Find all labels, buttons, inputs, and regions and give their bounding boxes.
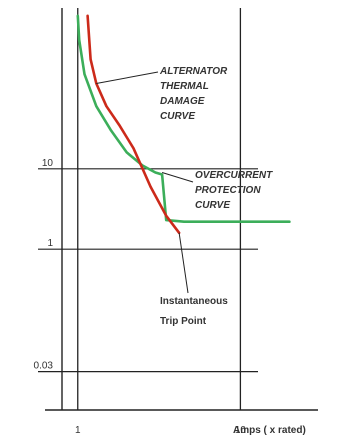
overcurrent-annotation-line-1: OVERCURRENT: [195, 170, 273, 181]
thermal-damage-annotation: ALTERNATOR THERMAL DAMAGE CURVE: [159, 66, 228, 122]
annotation-leaders: [96, 71, 194, 294]
x-tick-label-1: 10: [235, 425, 247, 436]
x-tick-labels: 1 10: [75, 425, 246, 436]
series-layer: [76, 14, 291, 235]
overcurrent-annotation-line-3: CURVE: [195, 200, 230, 211]
thermal-annotation-line-3: DAMAGE: [160, 96, 205, 107]
overcurrent-leader-line: [161, 171, 194, 183]
thermal-leader-line: [96, 71, 159, 85]
trip-annotation-line-2: Trip Point: [160, 316, 207, 327]
axes: [45, 8, 318, 411]
thermal-annotation-line-1: ALTERNATOR: [159, 66, 228, 77]
trip-leader-line: [178, 232, 189, 294]
overcurrent-annotation: OVERCURRENT PROTECTION CURVE: [195, 170, 273, 211]
y-tick-label-0: 10: [42, 158, 54, 169]
y-tick-label-1: 1: [47, 238, 53, 249]
x-axis-label: Amps ( x rated): [233, 425, 306, 436]
thermal-annotation-line-2: THERMAL: [160, 81, 209, 92]
trip-annotation-line-1: Instantaneous: [160, 296, 228, 307]
series-line-1: [76, 14, 291, 223]
x-tick-label-0: 1: [75, 425, 81, 436]
overcurrent-annotation-line-2: PROTECTION: [195, 185, 261, 196]
thermal-annotation-line-4: CURVE: [160, 111, 195, 122]
trip-point-annotation: Instantaneous Trip Point: [160, 296, 228, 327]
y-tick-label-2: 0.03: [34, 361, 54, 372]
y-tick-labels: 10 1 0.03: [34, 158, 54, 372]
series-line-0: [86, 14, 181, 235]
